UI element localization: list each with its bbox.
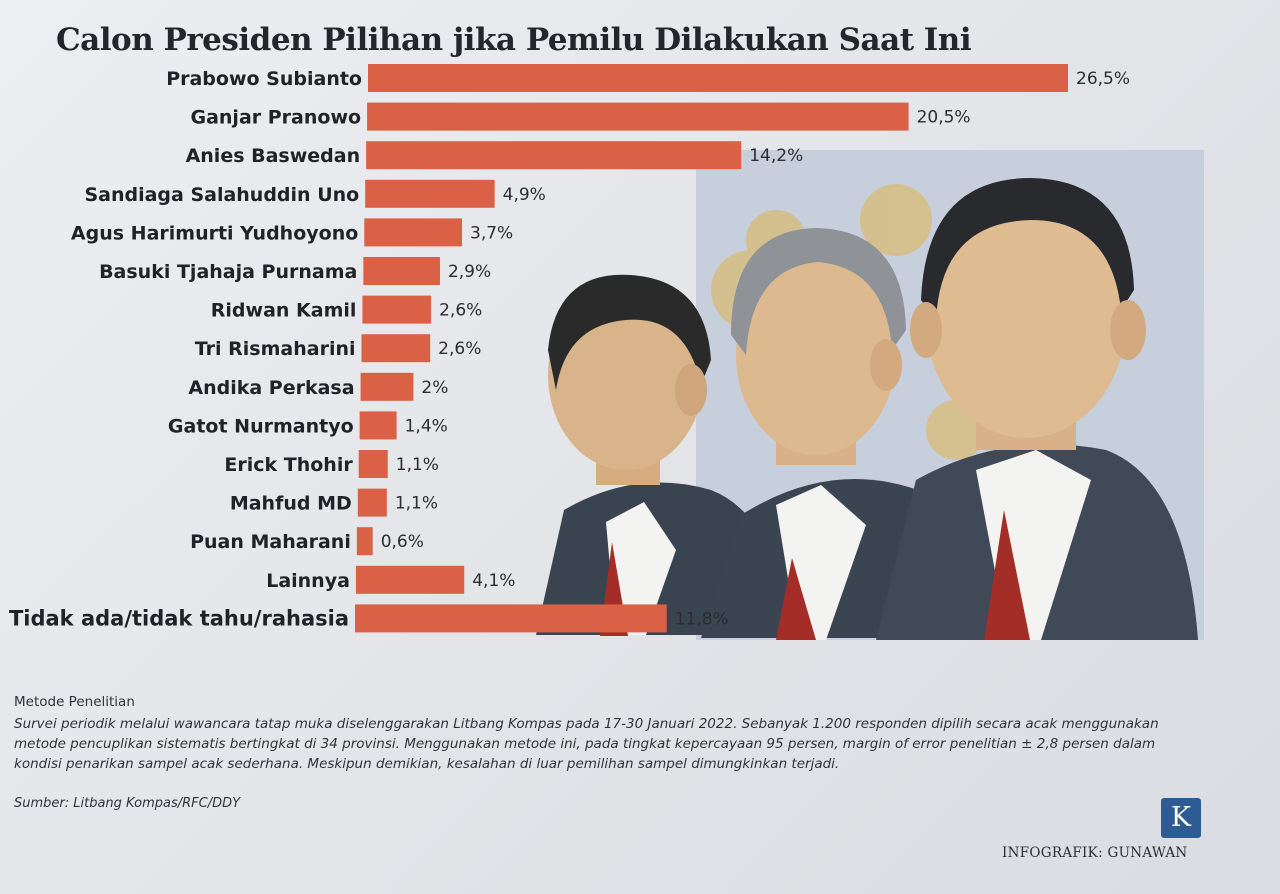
methodology-block: Metode Penelitian Survei periodik melalu…	[14, 694, 1194, 774]
bar-10	[359, 411, 397, 440]
value-label-9: 2%	[421, 378, 448, 398]
category-label-3: Anies Baswedan	[186, 145, 361, 167]
category-label-8: Tri Rismaharini	[195, 338, 356, 360]
bar-13	[356, 527, 373, 556]
value-label-5: 3,7%	[470, 223, 513, 243]
category-label-11: Erick Thohir	[224, 454, 353, 476]
bar-3	[366, 141, 742, 170]
bar-9	[360, 372, 414, 401]
bar-1	[368, 64, 1068, 92]
chart-title: Calon Presiden Pilihan jika Pemilu Dilak…	[56, 22, 972, 58]
bar-5	[364, 218, 463, 247]
value-label-1: 26,5%	[1076, 69, 1130, 89]
bar-7	[362, 295, 432, 324]
category-label-1: Prabowo Subianto	[166, 68, 362, 90]
value-label-11: 1,1%	[396, 455, 439, 475]
value-label-8: 2,6%	[438, 339, 481, 359]
category-label-9: Andika Perkasa	[188, 377, 354, 399]
bar-11	[358, 450, 388, 478]
value-label-14: 4,1%	[472, 571, 515, 591]
value-label-15: 11,8%	[675, 609, 729, 629]
kompas-logo: K	[1161, 798, 1201, 838]
category-label-15: Tidak ada/tidak tahu/rahasia	[9, 606, 349, 630]
category-label-4: Sandiaga Salahuddin Uno	[84, 184, 359, 206]
candidates-illustration	[536, 150, 1204, 640]
source-note: Sumber: Litbang Kompas/RFC/DDY	[14, 796, 241, 811]
value-label-6: 2,9%	[448, 262, 491, 282]
category-label-12: Mahfud MD	[230, 493, 352, 515]
methodology-text: Survei periodik melalui wawancara tatap …	[14, 716, 1159, 772]
category-label-5: Agus Harimurti Yudhoyono	[71, 222, 358, 244]
bar-15	[355, 604, 667, 633]
value-label-12: 1,1%	[395, 494, 438, 514]
bar-4	[365, 179, 495, 208]
figure-left	[536, 274, 791, 636]
bar-8	[361, 334, 431, 363]
category-label-14: Lainnya	[266, 570, 350, 592]
value-label-7: 2,6%	[439, 301, 482, 321]
bar-6	[363, 257, 440, 285]
infographic-credit: INFOGRAFIK: GUNAWAN	[1002, 845, 1188, 861]
value-label-4: 4,9%	[503, 185, 546, 205]
bar-14	[355, 565, 465, 594]
bar-2	[367, 102, 909, 131]
value-label-10: 1,4%	[405, 416, 448, 436]
category-label-6: Basuki Tjahaja Purnama	[99, 261, 357, 283]
figure-right	[876, 178, 1198, 640]
category-label-7: Ridwan Kamil	[211, 300, 357, 322]
bar-12	[357, 488, 387, 517]
category-label-13: Puan Maharani	[190, 531, 351, 553]
category-label-2: Ganjar Pranowo	[190, 107, 361, 129]
bar-chart: Prabowo Subianto 26,5% Ganjar Pranowo 20,5%…	[9, 64, 1130, 633]
value-label-13: 0,6%	[381, 532, 424, 552]
methodology-heading: Metode Penelitian	[14, 694, 135, 710]
value-label-3: 14,2%	[749, 146, 803, 166]
category-label-10: Gatot Nurmantyo	[168, 415, 354, 437]
value-label-2: 20,5%	[917, 108, 971, 128]
